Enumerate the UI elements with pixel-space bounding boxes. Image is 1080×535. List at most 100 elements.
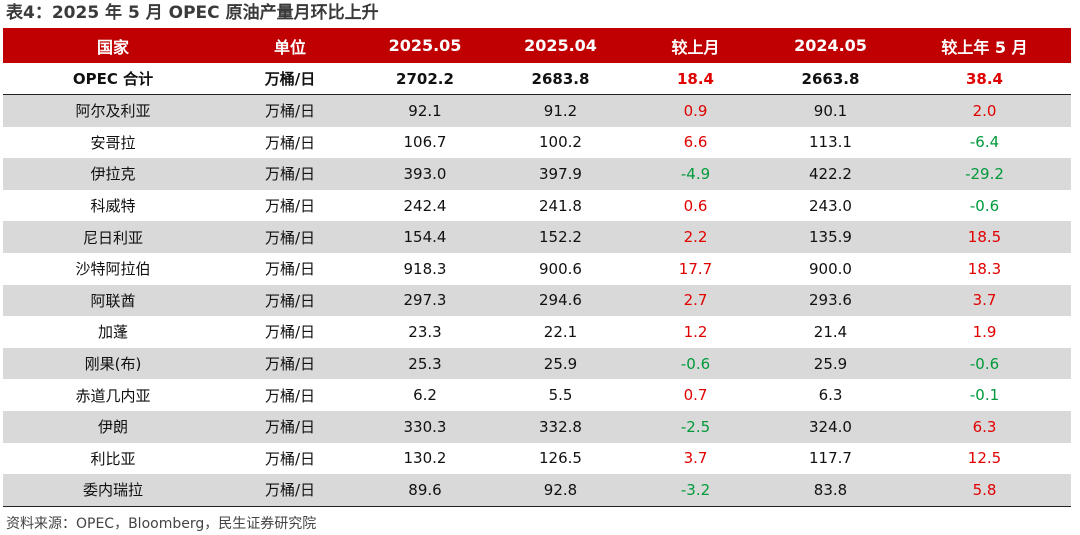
unit-cell: 万桶/日 — [264, 449, 316, 468]
may-2025-cell: 330.3 — [357, 410, 493, 443]
may-2024-cell: 83.8 — [763, 474, 898, 507]
country-cell: 阿尔及利亚 — [3, 94, 223, 127]
apr-2025-cell: 91.2 — [493, 94, 628, 127]
unit-cell: 万桶/日 — [223, 221, 357, 253]
may-2025-cell: 2702.2 — [357, 63, 493, 95]
header-may-2024: 2024.05 — [763, 28, 898, 63]
yoy-change-cell: 12.5 — [967, 449, 1002, 468]
mom-change-cell: 17.7 — [678, 259, 713, 278]
may-2025-cell: 130.2 — [403, 449, 447, 468]
unit-cell: 万桶/日 — [264, 133, 316, 152]
yoy-change-cell: 3.7 — [898, 284, 1071, 317]
unit-cell: 万桶/日 — [223, 158, 357, 190]
apr-2025-cell: 100.2 — [539, 133, 582, 152]
country-cell: 阿联酋 — [3, 284, 223, 317]
may-2025-cell: 297.3 — [357, 284, 493, 317]
unit-cell: 万桶/日 — [223, 63, 357, 95]
table-row: 刚果(布) 万桶/日 25.3 25.9 -0.6 25.9 -0.6 — [3, 347, 1071, 380]
may-2024-cell: 113.1 — [809, 133, 852, 152]
may-2024-cell: 90.1 — [763, 94, 898, 127]
may-2025-cell: 918.3 — [403, 259, 447, 278]
apr-2025-cell: 241.8 — [539, 196, 582, 215]
may-2024-cell: 2663.8 — [763, 63, 898, 95]
unit-cell: 万桶/日 — [223, 347, 357, 380]
may-2024-cell: 324.0 — [763, 410, 898, 443]
table-row: 尼日利亚 万桶/日 154.4 152.2 2.2 135.9 18.5 — [3, 221, 1071, 253]
apr-2025-cell: 900.6 — [539, 259, 582, 278]
unit-cell: 万桶/日 — [264, 386, 316, 405]
yoy-change-cell: -6.4 — [969, 133, 1000, 152]
table-row: 伊拉克 万桶/日 393.0 397.9 -4.9 422.2 -29.2 — [3, 158, 1071, 190]
table-row: 利比亚 万桶/日 130.2 126.5 3.7 117.7 12.5 — [3, 443, 1071, 475]
mom-change-cell: 1.2 — [683, 322, 708, 341]
header-mom-change: 较上月 — [628, 28, 763, 63]
may-2025-cell: 6.2 — [413, 386, 437, 405]
may-2024-cell: 21.4 — [813, 322, 848, 341]
table-row: 加蓬 万桶/日 23.3 22.1 1.2 21.4 1.9 — [3, 316, 1071, 348]
apr-2025-cell: 5.5 — [548, 386, 573, 405]
country-cell: 赤道几内亚 — [75, 386, 151, 405]
unit-cell: 万桶/日 — [264, 260, 316, 279]
may-2024-cell: 6.3 — [818, 386, 843, 405]
apr-2025-cell: 397.9 — [493, 158, 628, 190]
mom-change-cell: 0.7 — [683, 386, 708, 405]
may-2025-cell: 106.7 — [403, 133, 447, 152]
mom-change-cell: 18.4 — [628, 63, 763, 95]
mom-change-cell: 2.7 — [628, 284, 763, 317]
mom-change-cell: -2.5 — [628, 410, 763, 443]
unit-cell: 万桶/日 — [223, 94, 357, 127]
table-row: 赤道几内亚 万桶/日 6.2 5.5 0.7 6.3 -0.1 — [3, 379, 1071, 411]
apr-2025-cell: 332.8 — [493, 410, 628, 443]
apr-2025-cell: 152.2 — [493, 221, 628, 253]
country-cell: 安哥拉 — [90, 133, 136, 152]
country-cell: 利比亚 — [90, 449, 136, 468]
mom-change-cell: 0.6 — [683, 196, 708, 215]
apr-2025-cell: 22.1 — [543, 322, 578, 341]
apr-2025-cell: 126.5 — [539, 449, 582, 468]
yoy-change-cell: 38.4 — [898, 63, 1071, 95]
yoy-change-cell: 1.9 — [972, 322, 997, 341]
may-2025-cell: 92.1 — [357, 94, 493, 127]
may-2025-cell: 242.4 — [403, 196, 447, 215]
may-2024-cell: 117.7 — [809, 449, 852, 468]
country-cell: 科威特 — [90, 197, 136, 216]
yoy-change-cell: -0.6 — [969, 196, 1000, 215]
country-cell: 尼日利亚 — [3, 221, 223, 253]
yoy-change-cell: -29.2 — [898, 158, 1071, 190]
may-2024-cell: 900.0 — [809, 259, 852, 278]
yoy-change-cell: 2.0 — [898, 94, 1071, 127]
header-row: 国家 单位 2025.05 2025.04 较上月 2024.05 较上年 5 … — [3, 28, 1071, 63]
opec-production-table: 国家 单位 2025.05 2025.04 较上月 2024.05 较上年 5 … — [3, 28, 1071, 507]
may-2024-cell: 422.2 — [763, 158, 898, 190]
may-2024-cell: 243.0 — [809, 196, 852, 215]
header-country: 国家 — [3, 28, 223, 63]
total-row: OPEC 合计 万桶/日 2702.2 2683.8 18.4 2663.8 38.4 — [3, 63, 1071, 95]
may-2024-cell: 135.9 — [763, 221, 898, 253]
may-2025-cell: 25.3 — [357, 347, 493, 380]
mom-change-cell: -4.9 — [628, 158, 763, 190]
apr-2025-cell: 294.6 — [493, 284, 628, 317]
unit-cell: 万桶/日 — [223, 410, 357, 443]
may-2025-cell: 23.3 — [408, 322, 442, 341]
country-cell: 刚果(布) — [3, 347, 223, 380]
header-yoy-change: 较上年 5 月 — [898, 28, 1071, 63]
header-unit: 单位 — [223, 28, 357, 63]
unit-cell: 万桶/日 — [223, 474, 357, 507]
header-apr-2025: 2025.04 — [493, 28, 628, 63]
header-may-2025: 2025.05 — [357, 28, 493, 63]
country-cell: 委内瑞拉 — [3, 474, 223, 507]
mom-change-cell: 2.2 — [628, 221, 763, 253]
may-2025-cell: 154.4 — [357, 221, 493, 253]
yoy-change-cell: 18.3 — [967, 259, 1002, 278]
table-row: 沙特阿拉伯 万桶/日 918.3 900.6 17.7 900.0 18.3 — [3, 253, 1071, 285]
source-note: 资料来源：OPEC，Bloomberg，民生证券研究院 — [6, 516, 317, 532]
yoy-change-cell: 5.8 — [898, 474, 1071, 507]
table-row: 委内瑞拉 万桶/日 89.6 92.8 -3.2 83.8 5.8 — [3, 474, 1071, 507]
country-cell: 加蓬 — [97, 323, 128, 342]
unit-cell: 万桶/日 — [223, 284, 357, 317]
apr-2025-cell: 2683.8 — [493, 63, 628, 95]
table-row: 阿尔及利亚 万桶/日 92.1 91.2 0.9 90.1 2.0 — [3, 94, 1071, 127]
table-body: OPEC 合计 万桶/日 2702.2 2683.8 18.4 2663.8 38.4 阿尔及… — [3, 63, 1071, 507]
country-cell: OPEC 合计 — [3, 63, 223, 95]
mom-change-cell: -0.6 — [628, 347, 763, 380]
